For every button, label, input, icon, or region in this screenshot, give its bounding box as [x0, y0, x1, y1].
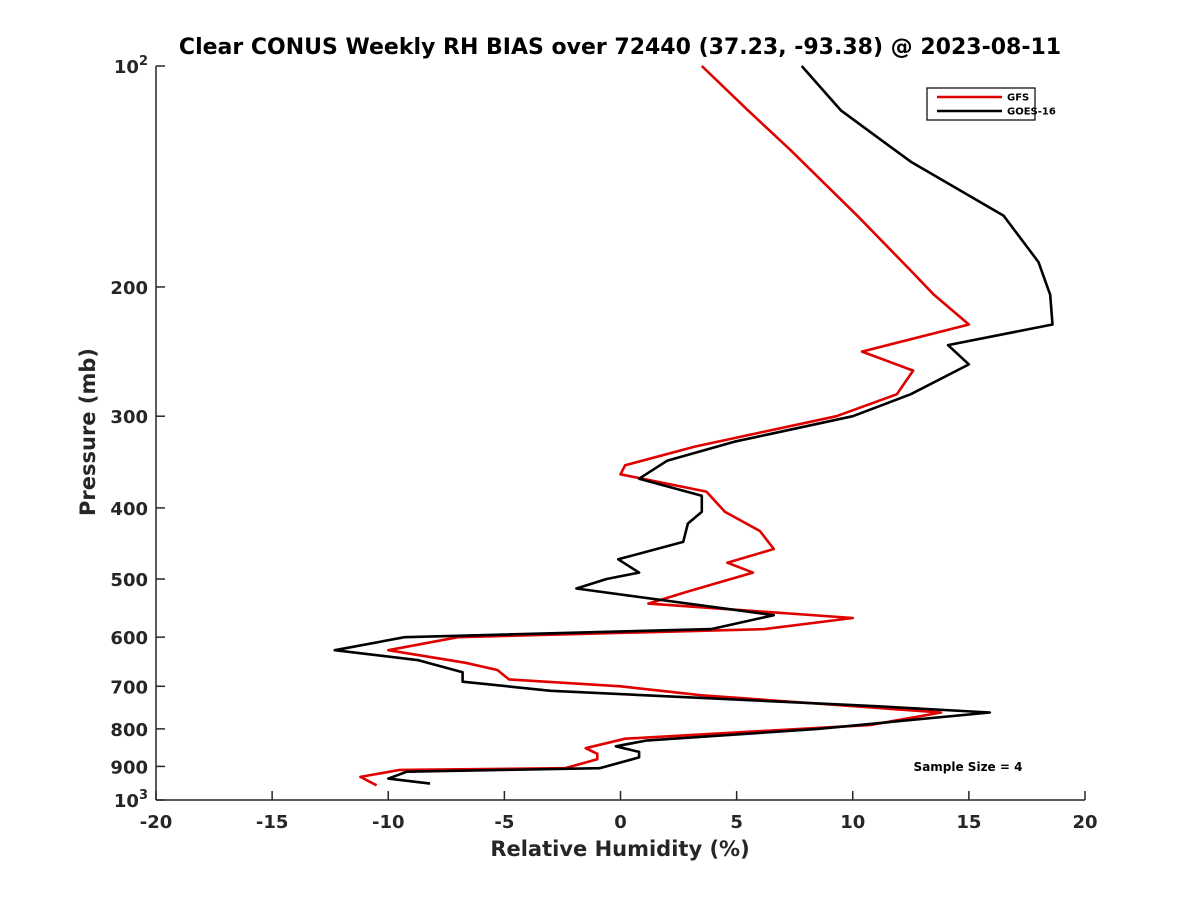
y-tick-label: 900	[110, 757, 148, 778]
y-tick-label: 300	[110, 407, 148, 428]
x-tick-label: 10	[840, 812, 865, 833]
y-tick-label: 800	[110, 720, 148, 741]
legend-box	[926, 87, 1036, 121]
y-tick-label: 200	[110, 278, 148, 299]
x-tick-label: 0	[614, 812, 627, 833]
y-tick-label: 103	[114, 788, 148, 812]
x-tick-label: 15	[956, 812, 981, 833]
x-tick-label: -10	[372, 812, 405, 833]
legend-label-goes-16: GOES-16	[1007, 107, 1056, 118]
y-tick-label: 500	[110, 570, 148, 591]
series-line-goes-16	[333, 65, 1054, 785]
x-tick-label: 20	[1072, 812, 1097, 833]
y-tick-label: 400	[110, 499, 148, 520]
series-line-gfs	[359, 65, 971, 787]
legend: GFS GOES-16	[926, 87, 1056, 121]
x-tick-label: -15	[256, 812, 289, 833]
x-tick-label: -20	[140, 812, 173, 833]
legend-label-gfs: GFS	[1007, 93, 1029, 104]
y-tick-label: 600	[110, 628, 148, 649]
y-tick-label: 700	[110, 677, 148, 698]
y-axis-label: Pressure (mb)	[76, 348, 100, 516]
x-tick-label: 5	[730, 812, 743, 833]
ticks-layer: -20 -15 -10 -5 0 5 10 15 20 102 200 300 400 500 600 700…	[110, 54, 1097, 833]
x-axis-label: Relative Humidity (%)	[490, 837, 749, 861]
sample-size-annotation: Sample Size = 4	[914, 760, 1023, 774]
y-tick-label: 102	[114, 54, 148, 78]
x-tick-label: -5	[494, 812, 514, 833]
axes-layer	[155, 66, 1085, 801]
series-layer	[333, 65, 1054, 787]
chart-title: Clear CONUS Weekly RH BIAS over 72440 (3…	[179, 35, 1061, 60]
